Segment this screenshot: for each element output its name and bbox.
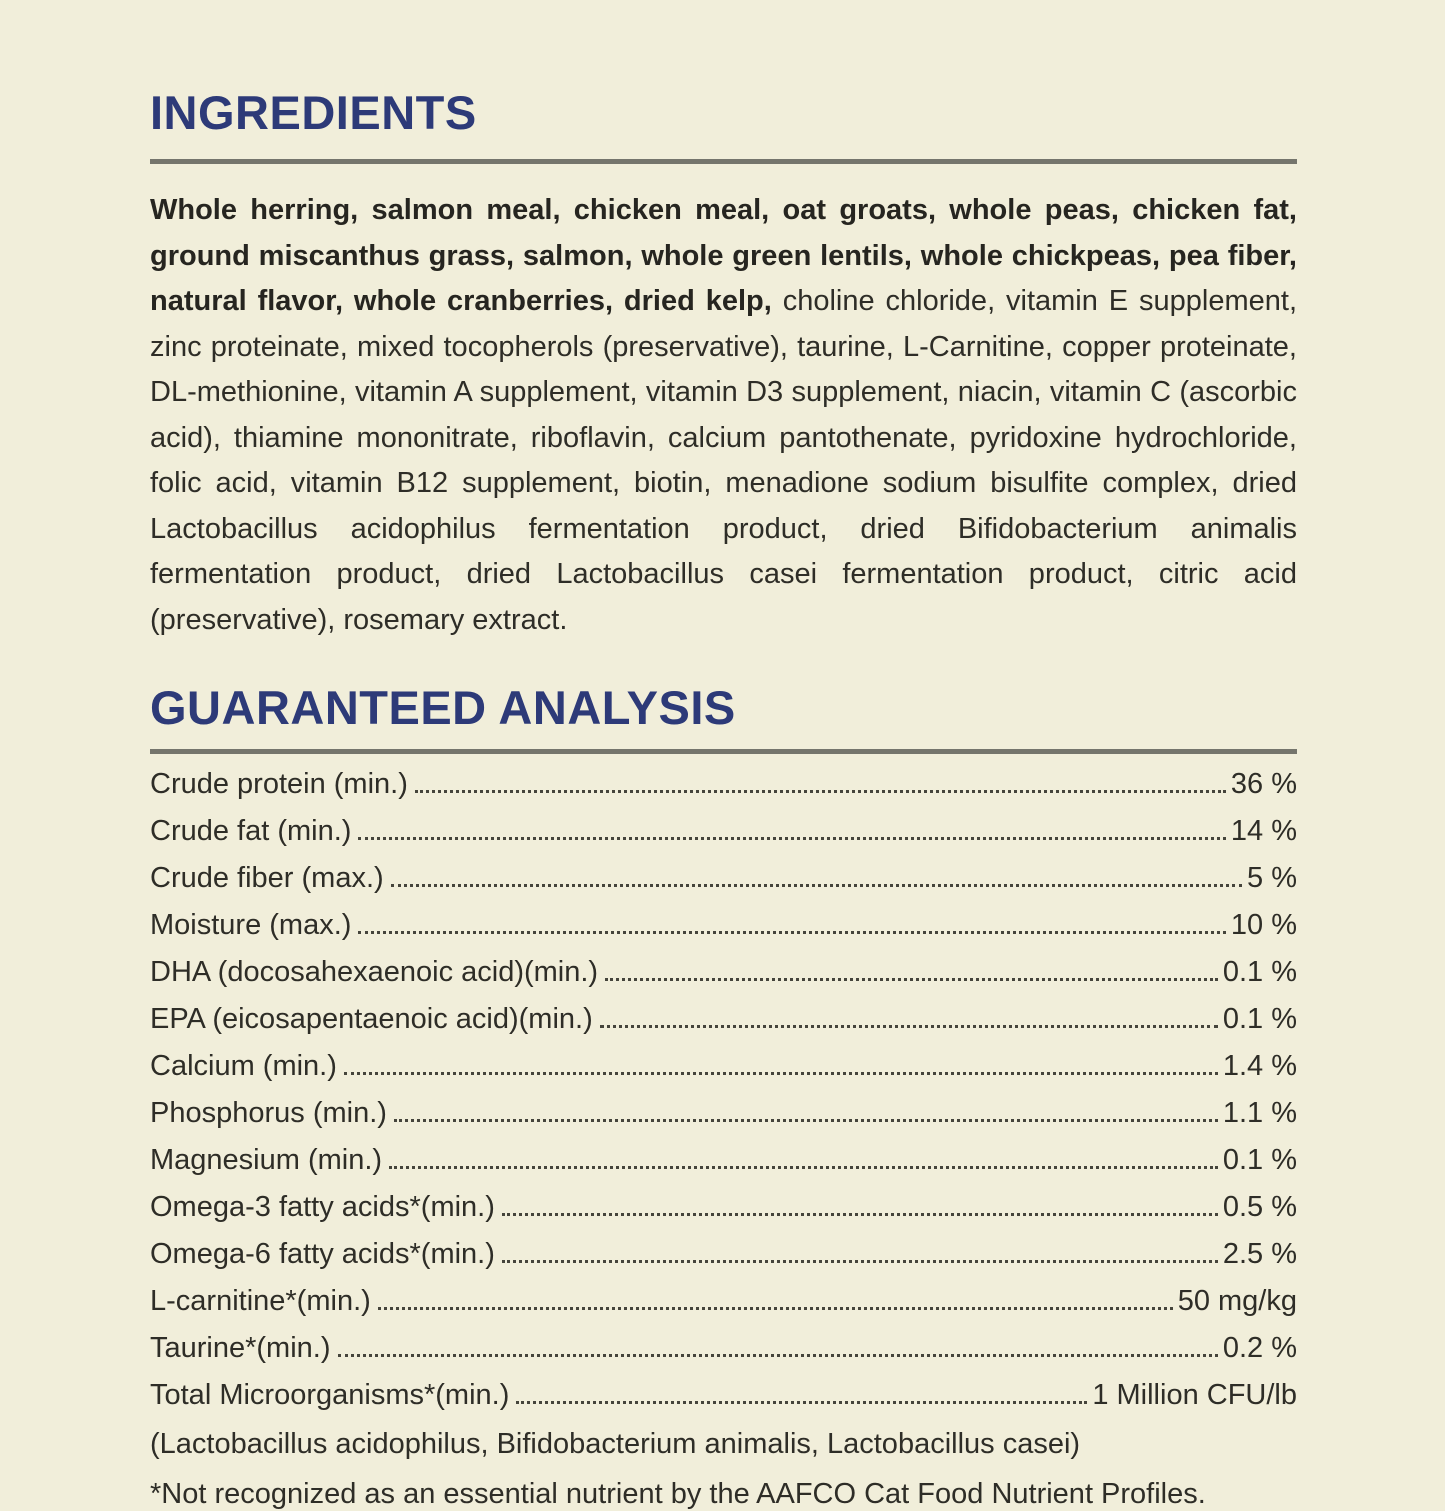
analysis-row: Omega-6 fatty acids*(min.) 2.5 % [150, 1238, 1297, 1271]
analysis-row-label: EPA (eicosapentaenoic acid)(min.) [150, 1002, 593, 1035]
analysis-row-label: Phosphorus (min.) [150, 1096, 387, 1129]
guaranteed-analysis-heading: GUARANTEED ANALYSIS [150, 681, 736, 735]
analysis-row-label: Magnesium (min.) [150, 1143, 383, 1176]
dot-leader [501, 1259, 1218, 1263]
analysis-row-label: Calcium (min.) [150, 1049, 337, 1082]
analysis-row: Calcium (min.) 1.4 % [150, 1050, 1297, 1083]
analysis-row: Crude fiber (max.) 5 % [150, 862, 1297, 895]
dot-leader [377, 1306, 1173, 1310]
analysis-row: Magnesium (min.) 0.1 % [150, 1144, 1297, 1177]
analysis-row-value: 0.5 % [1222, 1190, 1297, 1223]
ingredients-secondary-list: choline chloride, vitamin E supplement, … [150, 285, 1297, 636]
analysis-row-value: 36 % [1230, 767, 1297, 800]
analysis-row-label: Omega-3 fatty acids*(min.) [150, 1190, 495, 1223]
guaranteed-analysis-divider [150, 748, 1297, 754]
analysis-row-value: 50 mg/kg [1177, 1284, 1297, 1317]
analysis-row-value: 1 Million CFU/lb [1092, 1378, 1297, 1411]
analysis-row-label: Total Microorganisms*(min.) [150, 1378, 510, 1411]
analysis-row-value: 1.1 % [1222, 1096, 1297, 1129]
analysis-row-value: 0.1 % [1222, 1002, 1297, 1035]
dot-leader [358, 930, 1226, 934]
dot-leader [393, 1118, 1218, 1122]
analysis-row-value: 2.5 % [1222, 1237, 1297, 1270]
ingredients-paragraph: Whole herring, salmon meal, chicken meal… [150, 188, 1297, 643]
analysis-row: Phosphorus (min.) 1.1 % [150, 1097, 1297, 1130]
dot-leader [390, 883, 1243, 887]
analysis-row: L-carnitine*(min.) 50 mg/kg [150, 1285, 1297, 1318]
dot-leader [414, 789, 1226, 793]
analysis-row-label: L-carnitine*(min.) [150, 1284, 371, 1317]
analysis-row-value: 0.1 % [1222, 1143, 1297, 1176]
analysis-row-value: 14 % [1230, 814, 1297, 847]
analysis-row-label: Taurine*(min.) [150, 1331, 331, 1364]
microorganisms-note: (Lactobacillus acidophilus, Bifidobacter… [150, 1427, 1081, 1460]
analysis-row-label: Crude protein (min.) [150, 767, 408, 800]
nutrition-label-panel: INGREDIENTS Whole herring, salmon meal, … [150, 86, 1297, 1510]
dot-leader [501, 1212, 1218, 1216]
analysis-row: Omega-3 fatty acids*(min.) 0.5 % [150, 1191, 1297, 1224]
guaranteed-analysis-table: Crude protein (min.) 36 % Crude fat (min… [150, 768, 1297, 1412]
dot-leader [337, 1353, 1218, 1357]
analysis-row-value: 1.4 % [1222, 1049, 1297, 1082]
analysis-row: Crude protein (min.) 36 % [150, 768, 1297, 801]
analysis-row-label: Omega-6 fatty acids*(min.) [150, 1237, 495, 1270]
analysis-row-value: 10 % [1230, 908, 1297, 941]
analysis-row-value: 0.1 % [1222, 955, 1297, 988]
analysis-row: Taurine*(min.) 0.2 % [150, 1332, 1297, 1365]
dot-leader [599, 1024, 1218, 1028]
analysis-row: Crude fat (min.) 14 % [150, 815, 1297, 848]
ingredients-primary-list: Whole herring, salmon meal, chicken meal… [150, 194, 1297, 318]
analysis-row: EPA (eicosapentaenoic acid)(min.) 0.1 % [150, 1003, 1297, 1036]
analysis-row-label: DHA (docosahexaenoic acid)(min.) [150, 955, 599, 988]
dot-leader [605, 977, 1218, 981]
aafco-footnote: *Not recognized as an essential nutrient… [150, 1477, 1206, 1510]
analysis-row-label: Crude fiber (max.) [150, 861, 384, 894]
analysis-row-label: Moisture (max.) [150, 908, 352, 941]
analysis-row: Moisture (max.) 10 % [150, 909, 1297, 942]
analysis-row: DHA (docosahexaenoic acid)(min.) 0.1 % [150, 956, 1297, 989]
analysis-row-label: Crude fat (min.) [150, 814, 352, 847]
analysis-row-value: 5 % [1247, 861, 1297, 894]
analysis-row-value: 0.2 % [1222, 1331, 1297, 1364]
dot-leader [358, 836, 1226, 840]
ingredients-heading: INGREDIENTS [150, 86, 477, 139]
dot-leader [389, 1165, 1218, 1169]
dot-leader [343, 1071, 1218, 1075]
analysis-row: Total Microorganisms*(min.) 1 Million CF… [150, 1379, 1297, 1412]
ingredients-divider [150, 159, 1297, 165]
dot-leader [516, 1400, 1088, 1404]
